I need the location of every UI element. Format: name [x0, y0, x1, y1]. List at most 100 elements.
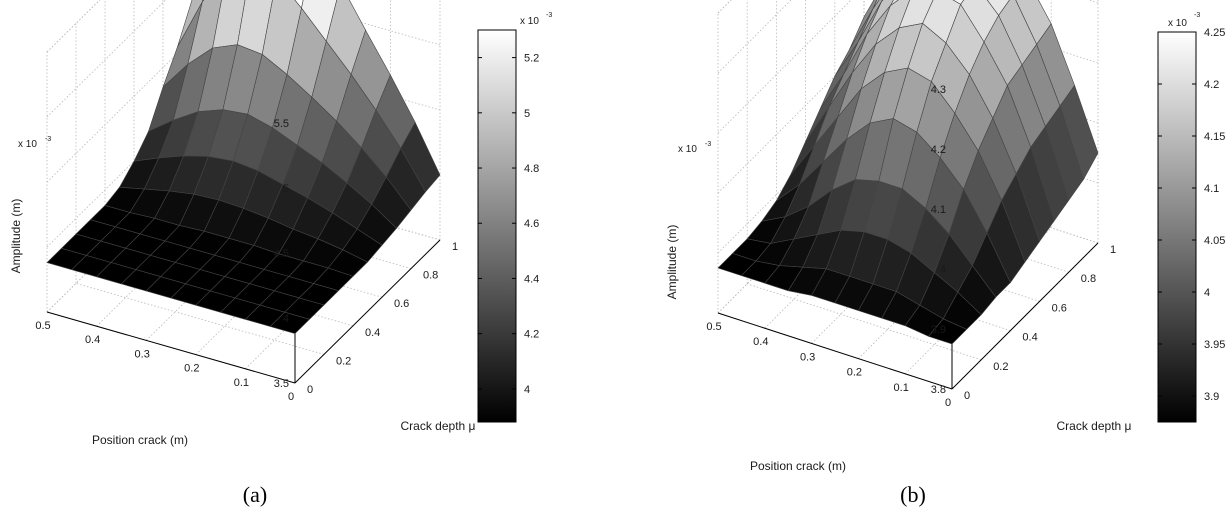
panel-caption-b: (b)	[900, 482, 926, 507]
colorbar-tick-label: 5	[524, 108, 530, 120]
colorbar-tick-label: 4.2	[1204, 79, 1219, 91]
z-tick-label: 5	[283, 183, 289, 195]
x-tick-label: 0.1	[894, 382, 909, 394]
surface-plot-b: 3.8 3.9 4 4.1 4.2 4.3 0 0.1 0.2 0.3 0.4 0.5 0 0.2 0.4 0…	[665, 0, 1225, 507]
back-wall-gridline	[46, 0, 101, 53]
surface-mesh	[717, 0, 1099, 345]
colorbar: 4 4.2 4.4 4.6 4.8 5 5.2 x 10 -3	[477, 12, 552, 423]
z-exponent: -3	[45, 136, 51, 143]
panel-caption-a: (a)	[243, 482, 267, 507]
surface-patch	[269, 311, 311, 334]
z-tick-label: 4.1	[931, 204, 946, 216]
y-tick-label: 0	[307, 384, 313, 396]
y-tick-label: 0.8	[423, 270, 438, 282]
box-edge	[717, 0, 732, 14]
colorbar-tick-label: 5.2	[524, 53, 539, 65]
floor-gridline	[747, 283, 982, 361]
colorbar-ticks: 3.9 3.95 4 4.05 4.1 4.15 4.2 4.25	[1158, 27, 1225, 403]
y-tick-label: 0.8	[1081, 273, 1096, 285]
colorbar-tick-label: 3.9	[1204, 391, 1219, 403]
z-axis-label: Amplitude (m)	[665, 225, 679, 300]
y-tick-label: 1	[1110, 244, 1116, 256]
z-tick-label: 3.8	[931, 384, 946, 396]
y-tick-label: 0.2	[336, 355, 351, 367]
y-tick-label: 0	[964, 390, 970, 402]
y-tick-label: 0.2	[993, 361, 1008, 373]
surface-patch	[928, 318, 968, 345]
x-tick-label: 0.5	[35, 320, 50, 332]
colorbar-tick-label: 4.25	[1204, 27, 1225, 39]
colorbar-ticks: 4 4.2 4.4 4.6 4.8 5 5.2	[478, 53, 539, 396]
x-tick-label: 0.4	[753, 336, 768, 348]
x-tick-label: 0	[945, 397, 951, 409]
colorbar: 3.9 3.95 4 4.05 4.1 4.15 4.2 4.25 x 10 -3	[1157, 12, 1225, 423]
tick-labels: 3.8 3.9 4 4.1 4.2 4.3 0 0.1 0.2 0.3 0.4 0.5 0 0.2 0.4 0…	[706, 84, 1116, 409]
x-tick-label: 0.5	[706, 321, 721, 333]
y-tick-label: 0.4	[365, 327, 380, 339]
x-tick-label: 0	[288, 391, 294, 403]
y-axis-line	[294, 239, 441, 384]
back-wall-gridline	[717, 0, 852, 134]
x-axis-line	[717, 312, 953, 390]
z-tick-label: 4.5	[274, 248, 289, 260]
colorbar-multiplier: x 10	[1168, 18, 1187, 29]
surface-plot-a: 3.5 4 4.5 5 5.5 0 0.1 0.2 0.3 0.4 0.5 0 0.2 0.4 0.6 0.8…	[9, 0, 552, 507]
y-axis-label: Crack depth μ	[1057, 419, 1132, 433]
tick-labels: 3.5 4 4.5 5 5.5 0 0.1 0.2 0.3 0.4 0.5 0 0.2 0.4 0.6 0.8…	[35, 118, 458, 403]
back-wall-gridline	[717, 0, 792, 74]
x-tick-label: 0.1	[234, 377, 249, 389]
z-tick-label: 3.5	[274, 378, 289, 390]
y-tick-label: 0.6	[394, 298, 409, 310]
y-axis-line	[951, 242, 1099, 390]
colorbar-tick-label: 4.05	[1204, 235, 1225, 247]
surface-mesh	[46, 0, 441, 334]
colorbar-tick-label: 4.6	[524, 218, 539, 230]
z-multiplier: x 10	[18, 139, 37, 150]
colorbar-gradient	[1157, 31, 1197, 423]
z-tick-label: 4	[940, 264, 946, 276]
back-wall-gridline	[46, 38, 193, 183]
x-axis-line	[46, 311, 296, 384]
colorbar-tick-label: 4.4	[524, 273, 539, 285]
z-exponent-label: x 10 -3	[678, 141, 711, 155]
colorbar-tick-label: 4.8	[524, 163, 539, 175]
x-tick-label: 0.2	[847, 367, 862, 379]
colorbar-tick-label: 4.2	[524, 329, 539, 341]
back-wall-gridline	[46, 0, 167, 118]
colorbar-tick-label: 3.95	[1204, 339, 1225, 351]
colorbar-tick-label: 4.1	[1204, 183, 1219, 195]
colorbar-tick-label: 4	[524, 384, 530, 396]
y-tick-label: 1	[452, 241, 458, 253]
back-wall-gridline	[717, 0, 732, 14]
y-tick-label: 0.4	[1022, 332, 1037, 344]
z-tick-label: 4.3	[931, 84, 946, 96]
colorbar-gradient	[477, 29, 517, 423]
z-tick-label: 4	[283, 313, 289, 325]
x-axis-label: Position crack (m)	[750, 459, 846, 473]
surface-patch	[294, 0, 304, 9]
colorbar-multiplier: x 10	[520, 16, 539, 27]
y-tick-label: 0.6	[1052, 302, 1067, 314]
z-tick-label: 5.5	[274, 118, 289, 130]
y-axis-label: Crack depth μ	[401, 419, 476, 433]
back-wall-gridline	[46, 103, 193, 248]
colorbar-tick-label: 4.15	[1204, 131, 1225, 143]
x-tick-label: 0.3	[800, 351, 815, 363]
z-exponent-label: x 10 -3	[18, 136, 51, 150]
colorbar-exponent: -3	[1194, 12, 1200, 19]
x-axis-label: Position crack (m)	[92, 433, 188, 447]
floor-gridline	[75, 283, 325, 355]
z-exponent: -3	[705, 141, 711, 148]
z-axis-label: Amplitude (m)	[9, 199, 23, 274]
z-tick-label: 4.2	[931, 144, 946, 156]
side-wall-gridline	[281, 0, 441, 46]
colorbar-tick-label: 4	[1204, 287, 1210, 299]
x-tick-label: 0.2	[184, 363, 199, 375]
z-multiplier: x 10	[678, 144, 697, 155]
box-edge	[46, 0, 101, 53]
colorbar-exponent: -3	[546, 12, 552, 19]
z-tick-label: 3.9	[931, 324, 946, 336]
x-tick-label: 0.4	[85, 334, 100, 346]
x-tick-label: 0.3	[135, 348, 150, 360]
